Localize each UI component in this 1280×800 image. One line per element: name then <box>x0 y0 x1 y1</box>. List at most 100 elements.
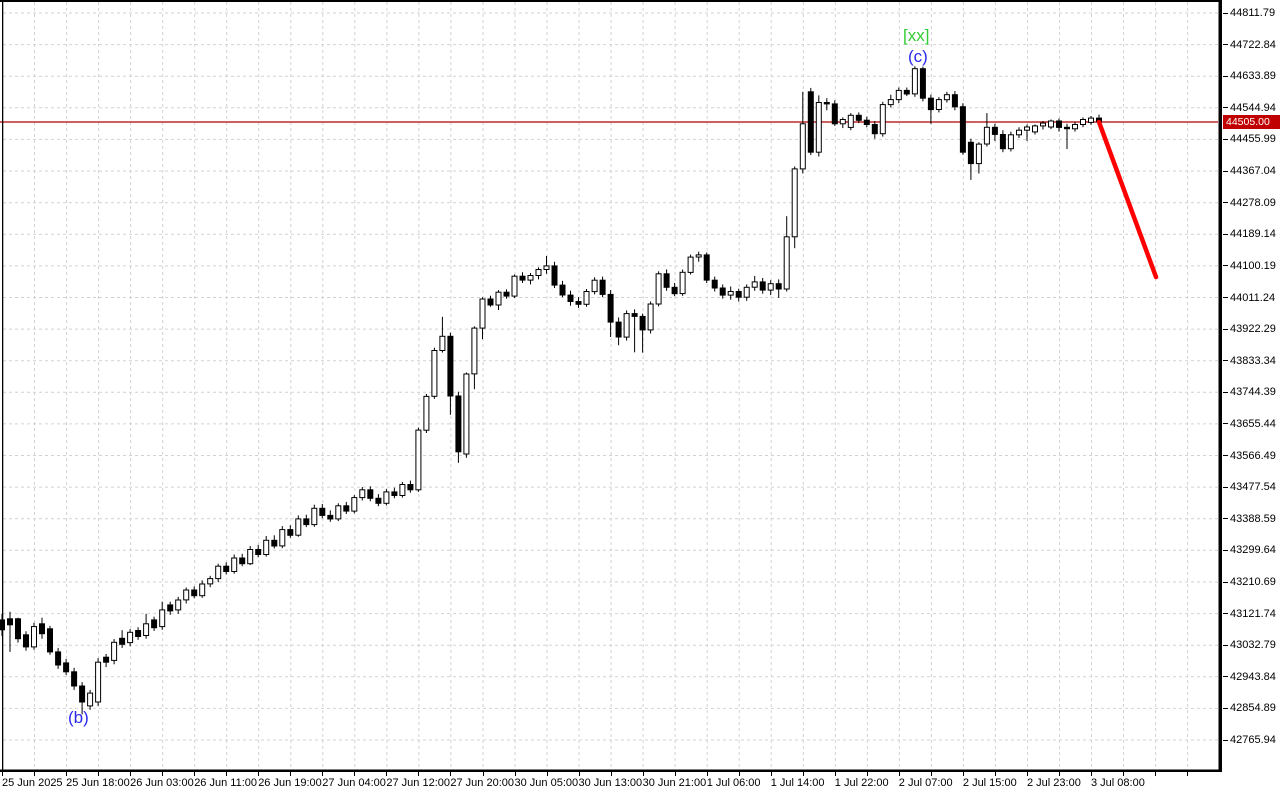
price-axis-tick <box>1223 549 1228 551</box>
time-axis-tick <box>994 772 996 776</box>
candle <box>375 494 382 507</box>
time-axis-tick <box>98 772 100 776</box>
price-axis-tick <box>1223 170 1228 172</box>
time-axis-tick <box>34 772 35 776</box>
candle <box>919 66 926 102</box>
time-axis-tick <box>834 772 836 776</box>
price-axis-label: 43744.39 <box>1230 386 1276 399</box>
candle <box>823 98 830 111</box>
candlestick-plot[interactable] <box>0 0 1222 800</box>
candle <box>903 87 910 97</box>
candle <box>439 316 446 353</box>
annotation-b[interactable]: (b) <box>68 708 89 727</box>
time-axis-label: 2 Jul 15:00 <box>962 777 1017 789</box>
candle <box>895 87 902 104</box>
time-axis-tick <box>578 772 580 776</box>
candle <box>519 272 526 283</box>
current-price-badge: 44505.00 <box>1223 115 1280 129</box>
candle <box>175 596 182 614</box>
time-axis-label: 1 Jul 14:00 <box>770 777 825 789</box>
candle <box>23 631 29 651</box>
candle <box>911 66 918 97</box>
time-axis-label: 25 Jun 18:00 <box>66 777 130 789</box>
candle <box>127 629 134 647</box>
time-axis-tick <box>1123 772 1124 776</box>
candle <box>831 100 838 126</box>
candle <box>1080 117 1086 128</box>
price-axis-tick <box>1223 44 1228 46</box>
price-axis-label: 43121.74 <box>1230 607 1276 620</box>
candle <box>1016 127 1022 138</box>
time-axis-tick <box>1059 772 1060 776</box>
candle <box>263 536 270 557</box>
price-axis-tick <box>1223 107 1228 109</box>
price-axis-label: 44455.99 <box>1230 133 1276 146</box>
candle <box>967 138 974 180</box>
candle <box>407 480 414 493</box>
candle <box>695 251 702 262</box>
candle <box>327 510 334 522</box>
time-axis-tick <box>418 772 420 776</box>
candle <box>391 487 398 499</box>
time-axis-tick <box>290 772 292 776</box>
price-axis-label: 43922.29 <box>1230 323 1276 336</box>
candle <box>103 654 110 668</box>
price-axis-label: 44100.19 <box>1230 259 1276 272</box>
candle <box>423 393 430 433</box>
candle <box>751 275 758 291</box>
candle <box>479 297 486 340</box>
time-axis-tick <box>1187 772 1189 776</box>
candle <box>543 256 550 274</box>
price-axis-label: 44189.14 <box>1230 228 1276 241</box>
candle <box>207 575 214 588</box>
time-axis-label: 27 Jun 12:00 <box>386 777 451 789</box>
annotation-xx[interactable]: [xx] <box>903 26 930 45</box>
candle <box>943 91 950 103</box>
candle <box>1032 124 1038 135</box>
candle <box>631 309 638 353</box>
candle <box>215 563 222 583</box>
time-axis-tick <box>514 772 516 776</box>
candle <box>487 295 494 307</box>
price-axis-label: 43032.79 <box>1230 639 1276 652</box>
price-axis-tick <box>1223 391 1228 393</box>
candle <box>735 288 742 302</box>
time-axis-tick <box>322 772 324 776</box>
candle <box>535 267 542 280</box>
candle <box>719 284 726 299</box>
candle <box>927 94 934 124</box>
trend-line[interactable] <box>1096 119 1159 280</box>
candle <box>1040 121 1046 130</box>
candle <box>663 269 670 291</box>
candle <box>247 546 254 566</box>
price-axis-tick <box>1223 328 1228 330</box>
candle <box>567 290 574 306</box>
time-axis-tick <box>674 772 676 776</box>
price-axis-tick <box>1223 12 1228 14</box>
candle <box>39 617 45 639</box>
time-axis-tick <box>226 772 228 776</box>
candle <box>1048 119 1054 130</box>
candle <box>255 544 262 558</box>
time-axis-tick <box>162 772 164 776</box>
candle <box>815 95 822 157</box>
price-axis-tick <box>1223 138 1228 140</box>
time-axis-tick <box>866 772 868 776</box>
candle <box>983 113 990 147</box>
candle <box>7 611 13 652</box>
candle <box>151 616 158 631</box>
price-axis-label: 42943.84 <box>1230 670 1276 683</box>
price-axis-tick <box>1223 75 1228 77</box>
annotation-c[interactable]: (c) <box>908 47 928 66</box>
candle <box>279 526 286 549</box>
time-axis-tick <box>130 772 132 776</box>
price-axis-label: 42765.94 <box>1230 734 1276 746</box>
candle <box>839 117 846 129</box>
candle <box>1056 118 1062 132</box>
candle <box>679 269 686 296</box>
candle <box>671 283 678 297</box>
price-axis-tick <box>1223 581 1228 583</box>
candle <box>871 121 878 139</box>
time-axis-tick <box>386 772 388 776</box>
candle <box>615 317 622 346</box>
